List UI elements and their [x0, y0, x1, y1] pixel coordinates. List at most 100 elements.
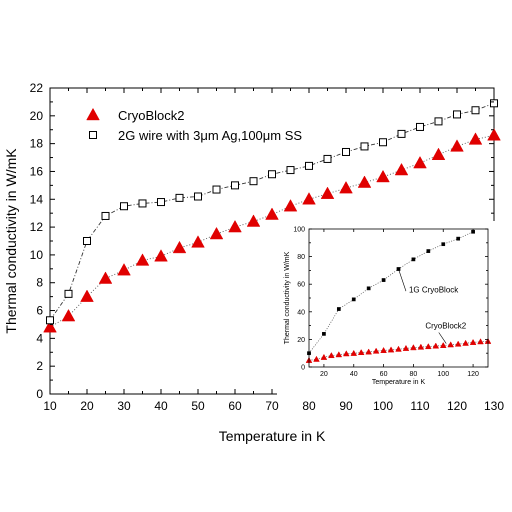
x-tick-label: 10	[43, 399, 57, 413]
inset-data-point-series-0	[381, 278, 386, 282]
legend-symbol-1	[89, 131, 97, 139]
data-point-series-0	[450, 139, 464, 152]
inset-leader-cryoblock2	[438, 332, 447, 344]
data-point-series-0	[302, 192, 316, 205]
data-point-series-1	[397, 129, 406, 138]
inset-data-point-series-1	[425, 343, 432, 350]
y-tick-label: 2	[36, 359, 43, 373]
data-point-series-1	[490, 99, 498, 108]
x-tick-label: 90	[339, 399, 353, 413]
data-point-series-0	[265, 207, 279, 220]
y-tick-label: 16	[30, 164, 44, 178]
data-point-series-0	[431, 147, 446, 160]
inset-data-point-series-1	[447, 341, 455, 348]
inset-data-point-series-1	[439, 341, 447, 348]
data-point-series-1	[453, 110, 461, 119]
x-tick-label: 70	[265, 399, 279, 413]
data-point-series-0	[376, 169, 390, 183]
inset-y-tick-label: 20	[297, 337, 305, 344]
data-point-series-1	[194, 192, 202, 201]
x-tick-label: 30	[117, 399, 131, 413]
data-point-series-0	[135, 253, 150, 266]
y-tick-label: 10	[30, 248, 44, 262]
data-point-series-0	[246, 214, 261, 227]
data-point-series-1	[286, 166, 295, 175]
y-tick-label: 18	[30, 137, 44, 151]
y-tick-label: 12	[30, 220, 44, 234]
x-tick-label: 50	[191, 399, 205, 413]
legend-symbol-0	[86, 107, 100, 121]
inset-data-point-series-1	[357, 348, 365, 356]
data-point-series-0	[172, 240, 187, 254]
y-tick-label: 6	[36, 304, 43, 318]
legend: CryoBlock2 2G wire with 3μm Ag,100μm SS	[86, 107, 302, 143]
inset-x-tick-label: 40	[350, 371, 358, 378]
inset-x-tick-label: 120	[467, 371, 479, 378]
inset-label-cryoblock2: CryoBlock2	[425, 321, 466, 330]
inset-label-1g-cryoblock: 1G CryoBlock	[409, 285, 459, 294]
inset-data-point-series-1	[335, 351, 343, 358]
inset-data-point-series-1	[462, 339, 469, 346]
data-point-series-0	[43, 320, 57, 333]
inset-x-tick-label: 60	[380, 371, 388, 378]
inset-data-point-series-1	[387, 346, 395, 353]
legend-label-0: CryoBlock2	[118, 108, 184, 123]
inset-data-point-series-0	[351, 297, 356, 302]
data-point-series-0	[228, 219, 242, 233]
data-point-series-0	[320, 186, 335, 199]
inset-data-point-series-1	[417, 343, 425, 350]
inset-data-point-series-1	[328, 352, 335, 359]
inset-data-point-series-1	[410, 344, 417, 351]
inset-data-point-series-1	[365, 348, 372, 355]
inset-x-tick-label: 80	[410, 371, 418, 378]
data-point-series-1	[379, 138, 387, 147]
data-point-series-1	[342, 147, 350, 156]
y-tick-label: 14	[30, 192, 44, 206]
inset-data-point-series-1	[380, 346, 387, 353]
data-point-series-0	[98, 271, 113, 284]
inset-data-point-series-0	[456, 236, 461, 241]
data-point-series-0	[117, 263, 131, 276]
data-point-series-1	[360, 142, 369, 151]
inset-background	[277, 221, 496, 397]
data-point-series-1	[434, 117, 443, 126]
data-point-series-1	[268, 170, 276, 179]
inset-data-point-series-1	[350, 349, 358, 356]
data-point-series-1	[249, 177, 258, 186]
inset-y-tick-label: 100	[293, 227, 305, 234]
x-tick-label: 120	[447, 399, 467, 413]
inset-data-point-series-1	[477, 338, 484, 345]
x-tick-label: 20	[80, 399, 94, 413]
y-tick-label: 20	[30, 109, 44, 123]
inset-data-point-series-0	[366, 286, 371, 291]
inset-x-axis-title: Temperature in K	[372, 379, 426, 386]
data-point-series-0	[154, 249, 168, 262]
x-tick-label: 60	[228, 399, 242, 413]
data-point-series-0	[61, 308, 76, 322]
inset-y-tick-label: 80	[297, 254, 305, 261]
inset-data-point-series-1	[402, 344, 410, 351]
y-tick-label: 4	[36, 331, 43, 345]
inset-leader-1g-cryoblock	[398, 268, 407, 292]
data-point-series-1	[64, 289, 73, 298]
data-point-series-0	[80, 289, 94, 302]
data-point-series-1	[305, 161, 313, 170]
data-point-series-0	[191, 235, 205, 248]
inset-x-tick-label: 20	[320, 371, 328, 378]
data-point-series-1	[138, 199, 147, 208]
data-point-series-0	[357, 175, 372, 188]
data-point-series-1	[175, 193, 184, 202]
y-tick-label: 22	[30, 81, 44, 95]
inset-data-point-series-0	[426, 249, 431, 253]
data-point-series-0	[413, 155, 427, 169]
data-point-series-0	[209, 226, 224, 240]
inset-y-tick-label: 0	[301, 365, 305, 372]
x-tick-label: 130	[484, 399, 504, 413]
inset-chart: 20 40 60 80 100 120 0 20 40 60 80 100 Temperature i…	[277, 221, 496, 397]
data-point-series-0	[487, 128, 501, 141]
data-point-series-0	[394, 162, 409, 176]
data-point-series-1	[157, 198, 165, 207]
inset-data-point-series-0	[441, 242, 446, 247]
inset-data-point-series-1	[454, 340, 462, 347]
